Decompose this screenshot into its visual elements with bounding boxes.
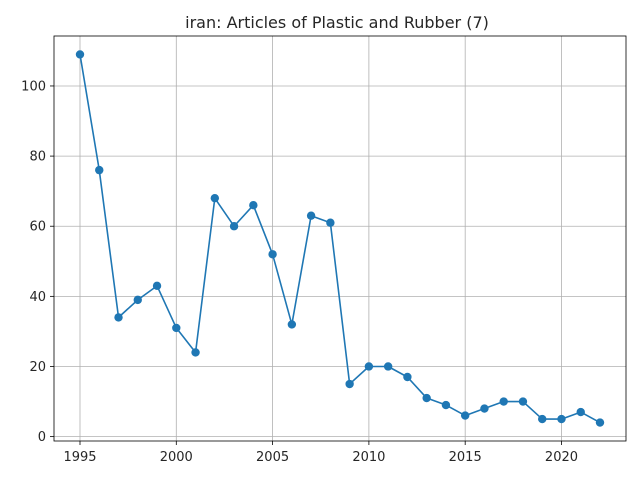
x-tick-label: 1995 <box>63 450 96 465</box>
data-point <box>422 393 431 403</box>
data-point <box>133 295 142 305</box>
data-point <box>268 250 277 259</box>
data-point <box>441 400 451 410</box>
data-point <box>152 281 162 291</box>
y-tick-label: 80 <box>29 150 46 165</box>
y-tick-label: 20 <box>29 360 46 375</box>
plot-frame <box>53 35 627 442</box>
x-tick-label: 2015 <box>449 450 482 465</box>
data-point <box>518 397 528 406</box>
data-point <box>557 414 566 424</box>
data-point <box>287 320 297 329</box>
data-point <box>576 407 585 417</box>
x-tick-label: 2020 <box>545 450 578 465</box>
data-point <box>75 50 85 59</box>
data-point <box>364 362 374 371</box>
data-point <box>403 372 412 382</box>
data-point <box>345 379 354 389</box>
y-tick-label: 100 <box>21 79 46 94</box>
data-point <box>306 211 316 220</box>
chart-title: iran: Articles of Plastic and Rubber (7) <box>185 13 489 32</box>
x-axis: 1995 2000 2005 2010 2015 2020 <box>63 441 578 465</box>
data-point <box>114 313 123 322</box>
x-tick-label: 2005 <box>256 450 289 465</box>
y-tick-label: 40 <box>29 290 46 305</box>
series-line <box>79 54 601 424</box>
data-point <box>460 411 470 420</box>
data-point <box>172 323 181 333</box>
y-tick-label: 60 <box>29 220 46 235</box>
data-point <box>499 397 508 406</box>
data-point <box>538 414 547 424</box>
data-point <box>210 193 220 203</box>
data-point <box>229 222 239 231</box>
x-tick-label: 2010 <box>352 450 385 465</box>
data-point <box>95 165 104 175</box>
data-point <box>249 200 258 210</box>
grid-lines <box>54 36 626 441</box>
data-point <box>191 348 200 357</box>
x-tick-label: 2000 <box>160 450 193 465</box>
data-point <box>326 218 335 227</box>
series-group <box>75 50 605 427</box>
data-point <box>480 404 489 413</box>
y-tick-label: 0 <box>38 430 46 445</box>
data-point <box>595 418 605 427</box>
y-axis: 0 20 40 60 80 100 <box>21 79 54 445</box>
data-point <box>383 362 393 371</box>
